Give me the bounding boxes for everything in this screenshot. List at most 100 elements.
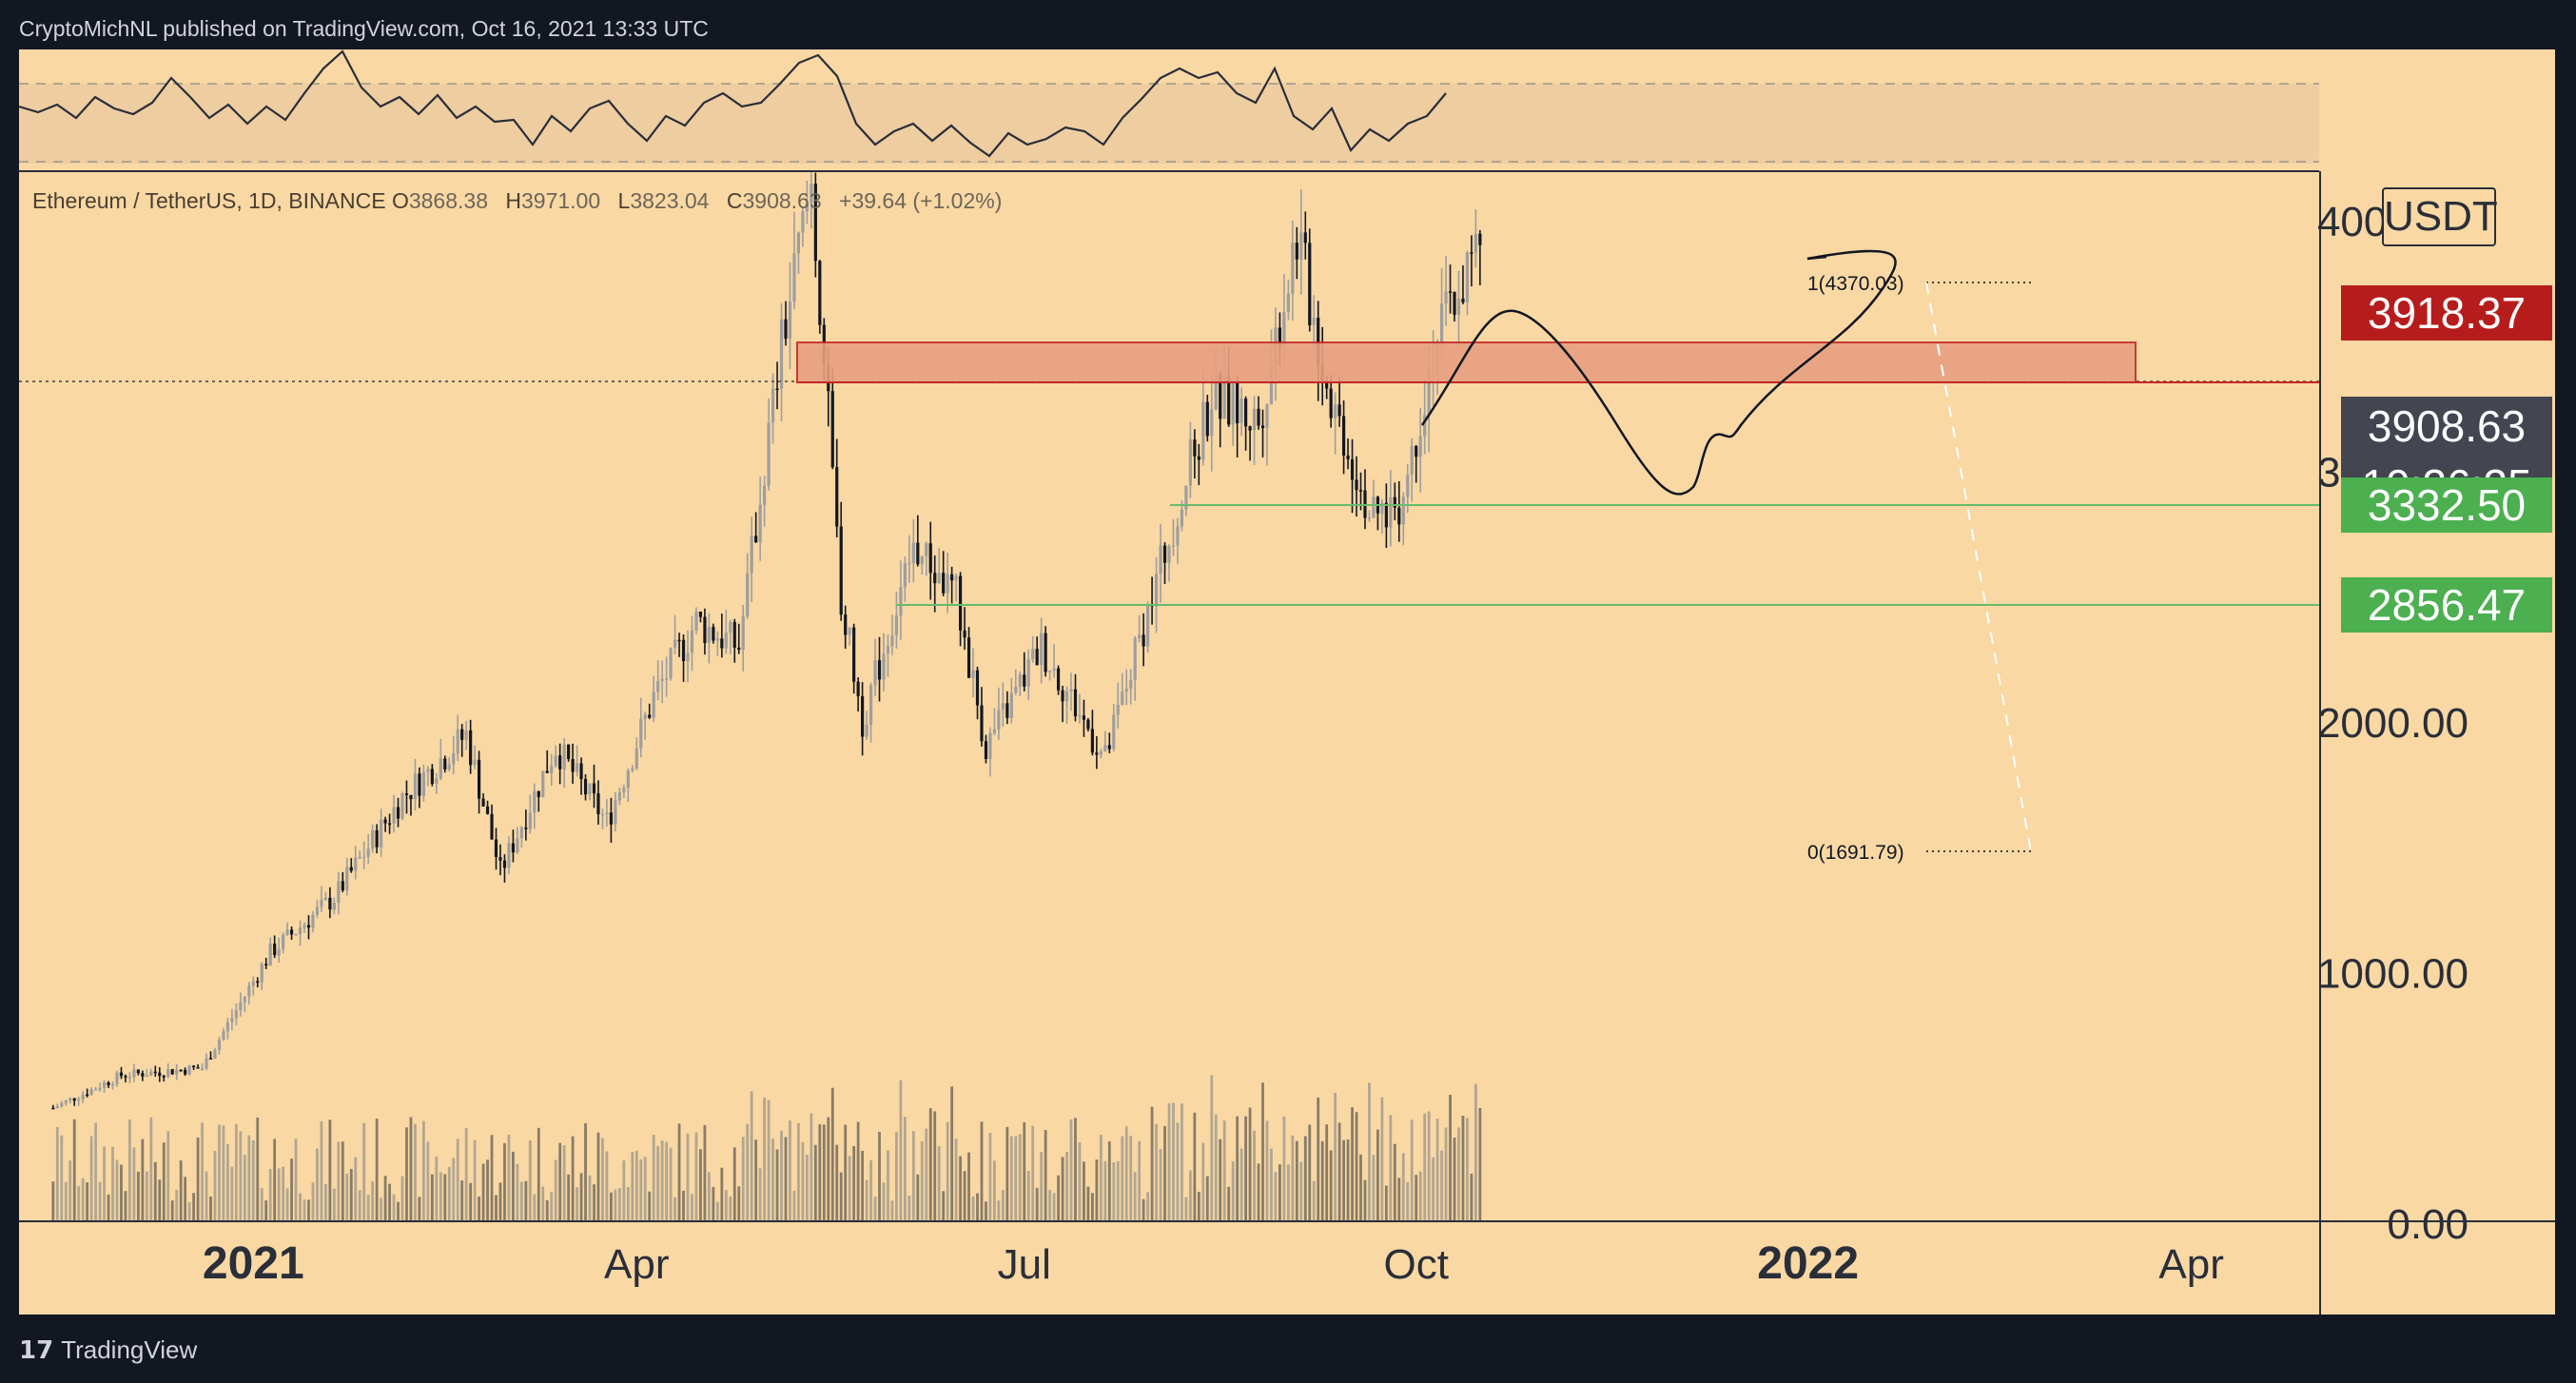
candle-body: [796, 232, 801, 254]
candle-body: [1406, 475, 1410, 497]
volume-bar: [1363, 1179, 1367, 1221]
candle-body: [963, 630, 966, 638]
volume-bar: [473, 1140, 477, 1221]
last-price-value: 3908.63: [2367, 401, 2527, 451]
candle-body: [349, 867, 353, 871]
candle-body: [648, 714, 652, 718]
candle-body: [942, 573, 946, 594]
candle-body: [119, 1072, 124, 1077]
price-chart[interactable]: 1(4370.03) 0(1691.79) 4000.003000.002000…: [19, 49, 2555, 1315]
volume-bar: [460, 1180, 464, 1221]
candle-body: [673, 639, 677, 648]
volume-bar: [950, 1086, 954, 1221]
currency-unit-button[interactable]: USDT: [2382, 187, 2498, 246]
candle-body: [294, 933, 298, 936]
candle-body: [383, 819, 387, 824]
candle-body: [1384, 502, 1388, 528]
volume-bar: [758, 1168, 762, 1221]
candle-body: [954, 575, 958, 581]
volume-bar: [771, 1139, 774, 1221]
volume-bar: [614, 1189, 617, 1221]
volume-bar: [660, 1140, 664, 1221]
candle-body: [1393, 497, 1396, 508]
volume-bar: [349, 1168, 353, 1221]
candle-body: [1248, 426, 1252, 431]
candle-body: [452, 753, 456, 765]
candle-body: [813, 184, 817, 262]
candle-body: [1461, 298, 1465, 302]
candle-body: [256, 981, 260, 984]
candle-body: [933, 573, 937, 584]
volume-bar: [512, 1151, 515, 1221]
volume-bar: [1320, 1140, 1324, 1221]
candle-body: [1056, 668, 1061, 691]
resistance-price-tag: 3918.37: [2341, 285, 2552, 341]
volume-bar: [1308, 1124, 1312, 1221]
volume-bar: [1291, 1135, 1295, 1221]
oscillator-line: [19, 49, 1447, 158]
volume-bar: [1142, 1198, 1145, 1221]
volume-bar: [605, 1151, 609, 1221]
candle-body: [400, 793, 404, 819]
volume-bar: [789, 1120, 791, 1221]
candle-body: [1205, 401, 1209, 437]
volume-bar: [699, 1149, 702, 1221]
volume-bar: [715, 1201, 719, 1221]
candle-body: [1133, 637, 1137, 681]
volume-bar: [610, 1192, 613, 1221]
volume-bar: [464, 1128, 468, 1221]
volume-bar: [158, 1179, 162, 1221]
candle-body: [1014, 687, 1018, 693]
volume-bar: [1061, 1157, 1064, 1221]
volume-bar: [1346, 1139, 1350, 1221]
brand-footer[interactable]: 𝟭𝟳 TradingView: [19, 1328, 197, 1372]
symbol-name: Ethereum / TetherUS, 1D, BINANCE: [32, 188, 386, 213]
volume-bar: [643, 1157, 647, 1221]
support-price-tag-1: 3332.50: [2341, 477, 2552, 533]
volume-bar: [1384, 1185, 1388, 1221]
volume-bar: [1159, 1149, 1162, 1221]
candle-body: [1214, 373, 1218, 410]
volume-bar: [1351, 1107, 1354, 1221]
candle-body: [1257, 408, 1260, 426]
volume-bar: [294, 1139, 298, 1221]
fib-level-0-label: 0(1691.79): [1807, 842, 1904, 864]
candle-body: [1278, 327, 1282, 346]
volume-bar: [311, 1182, 315, 1221]
volume-bar: [528, 1140, 532, 1221]
candle-body: [302, 925, 306, 928]
candle-body: [656, 681, 660, 692]
volume-bar: [264, 1200, 268, 1221]
chart-area[interactable]: 1(4370.03) 0(1691.79) 4000.003000.002000…: [19, 49, 2555, 1315]
candle-body: [690, 630, 694, 653]
volume-bar: [124, 1191, 127, 1221]
candle-body: [665, 678, 669, 680]
volume-bar: [895, 1132, 898, 1221]
candle-body: [1184, 485, 1188, 510]
candle-body: [311, 914, 315, 928]
volume-bar: [362, 1122, 366, 1221]
volume-bar: [421, 1120, 425, 1221]
candle-body: [1244, 399, 1248, 427]
candle-body: [1317, 317, 1320, 365]
volume-bar: [920, 1141, 924, 1221]
volume-bar: [665, 1141, 669, 1221]
candle-body: [149, 1071, 153, 1076]
candle-body: [775, 388, 779, 391]
candle-body: [1334, 404, 1337, 419]
volume-bar: [282, 1166, 285, 1221]
volume-bar: [988, 1133, 992, 1221]
candle-body: [435, 778, 439, 785]
candle-body: [937, 573, 941, 584]
volume-bar: [554, 1159, 557, 1221]
volume-bar: [1418, 1171, 1422, 1221]
volume-bar: [1065, 1151, 1068, 1221]
candle-body: [315, 906, 320, 915]
candle-body: [277, 948, 281, 956]
candle-body: [1295, 243, 1298, 260]
volume-bar: [1278, 1164, 1281, 1221]
candle-body: [686, 653, 690, 661]
volume-bar: [328, 1120, 332, 1221]
candle-body: [861, 695, 865, 737]
volume-bar: [1449, 1095, 1452, 1221]
